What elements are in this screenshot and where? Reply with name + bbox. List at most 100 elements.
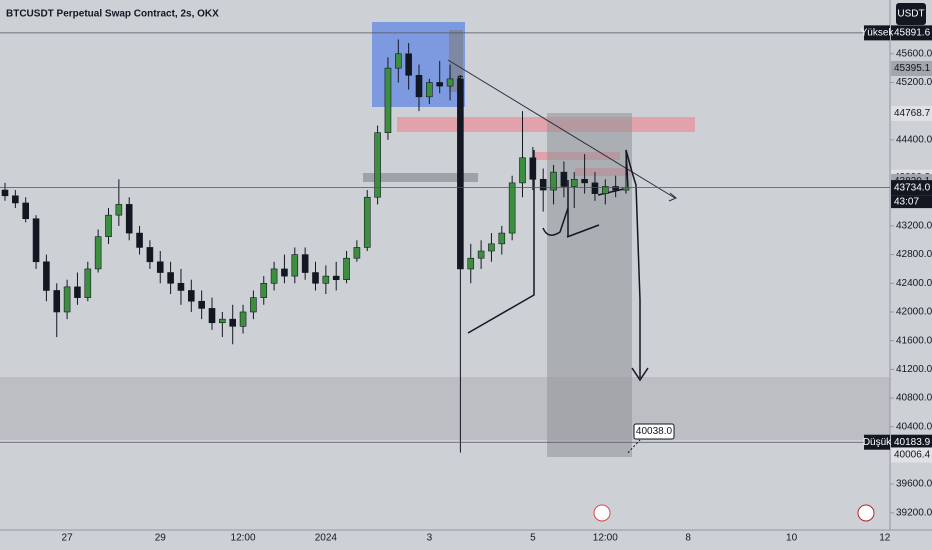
callout-box bbox=[633, 423, 675, 440]
y-tick-label: 45200.0 bbox=[896, 77, 932, 88]
price-label-box bbox=[891, 180, 932, 196]
candle-body bbox=[332, 275, 340, 281]
candle-body bbox=[32, 218, 40, 263]
y-tick-label: 40400.0 bbox=[896, 421, 932, 432]
price-label: 43734.0 bbox=[894, 182, 931, 193]
candle-body bbox=[477, 250, 485, 259]
candle-body bbox=[167, 272, 174, 284]
price-label-box bbox=[891, 60, 932, 76]
y-tick-label: 39600.0 bbox=[896, 479, 932, 490]
candle-body bbox=[601, 186, 609, 194]
price-label-box bbox=[891, 434, 932, 450]
candle-body bbox=[405, 53, 412, 76]
trend-arrow bbox=[668, 192, 677, 202]
candle-body bbox=[581, 178, 588, 184]
candle-body bbox=[84, 268, 92, 298]
price-tag: Düşük bbox=[863, 437, 892, 448]
tag-box bbox=[864, 25, 890, 41]
price-label: 45891.6 bbox=[894, 28, 931, 39]
candle-body bbox=[198, 300, 205, 309]
candle-body bbox=[22, 202, 30, 220]
currency-label[interactable]: USDT bbox=[897, 9, 924, 20]
tag-box bbox=[864, 434, 890, 450]
freehand bbox=[566, 180, 600, 238]
callout-label: 40038.0 bbox=[636, 426, 673, 437]
candle-body bbox=[519, 157, 526, 184]
candle-body bbox=[467, 257, 475, 270]
freehand bbox=[542, 207, 569, 236]
candle-body bbox=[208, 308, 216, 324]
price-label-box bbox=[891, 25, 932, 41]
x-tick-label: 5 bbox=[530, 533, 536, 544]
candle-body bbox=[270, 268, 278, 284]
x-tick-label: 2024 bbox=[315, 533, 338, 544]
price-label-box bbox=[891, 447, 932, 463]
countdown: 43:07 bbox=[894, 196, 919, 207]
event-icon[interactable] bbox=[593, 504, 611, 522]
candle-body bbox=[281, 268, 288, 277]
x-tick-label: 12 bbox=[879, 533, 891, 544]
highlight-box bbox=[449, 30, 463, 92]
candle-body bbox=[250, 297, 257, 313]
y-tick-label: 41600.0 bbox=[896, 335, 932, 346]
candle-body bbox=[426, 82, 433, 98]
candle-body bbox=[105, 214, 112, 237]
candle-body bbox=[353, 247, 361, 259]
candle-body bbox=[156, 261, 164, 273]
callout-pointer bbox=[627, 439, 641, 454]
x-tick-label: 3 bbox=[427, 533, 433, 544]
y-tick-label: 40800.0 bbox=[896, 393, 932, 404]
candle-body bbox=[12, 195, 19, 204]
candle-body bbox=[94, 236, 102, 270]
y-tick-label: 42000.0 bbox=[896, 307, 932, 318]
candle-body bbox=[529, 157, 537, 180]
candle-body bbox=[136, 232, 143, 248]
candle-body bbox=[570, 178, 578, 187]
price-label: 45395.1 bbox=[894, 63, 931, 74]
candle-body bbox=[177, 282, 185, 291]
candle-body bbox=[312, 272, 319, 284]
candle-body bbox=[63, 286, 71, 313]
candle-body bbox=[301, 254, 309, 273]
candle-body bbox=[508, 182, 516, 234]
candle-body bbox=[374, 132, 381, 198]
flag-icon[interactable] bbox=[857, 504, 875, 522]
freehand bbox=[467, 150, 535, 334]
y-tick-label: 43200.0 bbox=[896, 221, 932, 232]
candle-body bbox=[1, 189, 9, 197]
x-tick-label: 29 bbox=[155, 533, 167, 544]
currency-button[interactable] bbox=[896, 3, 926, 25]
x-tick-label: 27 bbox=[62, 533, 74, 544]
support-strip bbox=[363, 173, 478, 182]
zone bbox=[0, 377, 890, 440]
candle-body bbox=[488, 243, 495, 252]
trend-line bbox=[447, 59, 676, 199]
candle-body bbox=[291, 254, 299, 277]
x-tick-label: 10 bbox=[786, 533, 798, 544]
y-tick-label: 39200.0 bbox=[896, 507, 932, 518]
candle-body bbox=[43, 261, 50, 291]
candle-body bbox=[550, 171, 557, 191]
y-tick-label: 44400.0 bbox=[896, 134, 932, 145]
x-tick-label: 12:00 bbox=[231, 533, 256, 544]
candle-body bbox=[363, 196, 371, 248]
candle-body bbox=[446, 78, 454, 87]
candle-body bbox=[539, 178, 547, 191]
candle-body bbox=[53, 290, 61, 313]
candle-body bbox=[384, 67, 392, 133]
drawings bbox=[0, 22, 890, 522]
candle-body bbox=[229, 318, 236, 327]
candle-body bbox=[591, 182, 599, 194]
candle-body bbox=[612, 186, 619, 191]
price-label: 40183.9 bbox=[894, 437, 931, 448]
y-tick-label: 41200.0 bbox=[896, 364, 932, 375]
candle-body bbox=[125, 204, 133, 234]
price-tag: Yüksek bbox=[861, 28, 895, 39]
y-tick-label: 45600.0 bbox=[896, 48, 932, 59]
chart-title: BTCUSDT Perpetual Swap Contract, 2s, OKX bbox=[6, 9, 219, 20]
candle-body bbox=[457, 78, 464, 270]
x-tick-label: 8 bbox=[685, 533, 691, 544]
candle-body bbox=[436, 82, 444, 87]
candle-body bbox=[239, 311, 247, 327]
